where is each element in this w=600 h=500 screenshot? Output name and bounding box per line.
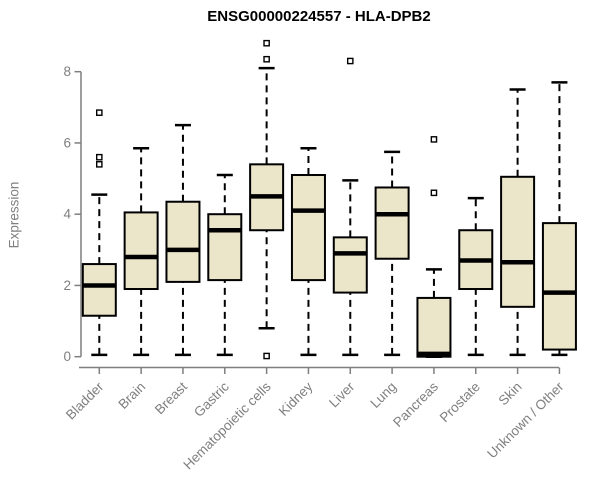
x-tick-label: Unknown / Other (484, 379, 567, 462)
outlier-point (263, 55, 270, 63)
box-group (500, 88, 536, 357)
iqr-box (332, 236, 368, 294)
box-group (81, 109, 117, 357)
outlier-point (263, 39, 270, 47)
iqr-box (123, 211, 159, 291)
iqr-box (416, 296, 452, 358)
box-group (541, 81, 577, 357)
x-tick-label: Kidney (276, 379, 316, 419)
box-group (416, 136, 452, 358)
box-group (207, 173, 243, 357)
box-group (332, 57, 368, 357)
outlier-point (263, 352, 270, 360)
x-tick-label: Gastric (191, 379, 232, 420)
iqr-box (290, 174, 326, 282)
box-group (458, 196, 494, 357)
box-group (165, 123, 201, 357)
y-tick-label: 8 (63, 64, 71, 79)
box-group (123, 147, 159, 357)
outlier-point (430, 136, 438, 143)
x-tick-label: Pancreas (390, 379, 441, 430)
x-tick-label: Prostate (437, 379, 483, 425)
outlier-point (95, 161, 103, 168)
iqr-box (500, 175, 536, 308)
box-group (249, 39, 285, 360)
iqr-box (541, 222, 577, 351)
y-tick-label: 4 (63, 207, 71, 222)
outlier-point (95, 109, 103, 116)
box-group (290, 147, 326, 357)
y-tick-label: 2 (63, 278, 71, 293)
x-tick-label: Brain (115, 379, 148, 412)
x-tick-label: Liver (326, 379, 358, 411)
iqr-box (374, 186, 410, 260)
outlier-point (95, 153, 103, 161)
iqr-box (207, 213, 243, 282)
iqr-box (81, 263, 117, 317)
y-tick-label: 0 (63, 349, 71, 364)
y-tick-label: 6 (63, 135, 71, 150)
x-tick-label: Lung (367, 379, 399, 411)
x-tick-label: Bladder (63, 379, 107, 423)
x-tick-label: Skin (496, 379, 525, 408)
outlier-point (430, 189, 438, 197)
outlier-point (346, 57, 354, 65)
x-tick-label: Breast (152, 379, 190, 417)
box-group (374, 150, 410, 357)
iqr-box (165, 200, 201, 283)
chart-title: ENSG00000224557 - HLA-DPB2 (207, 8, 431, 25)
